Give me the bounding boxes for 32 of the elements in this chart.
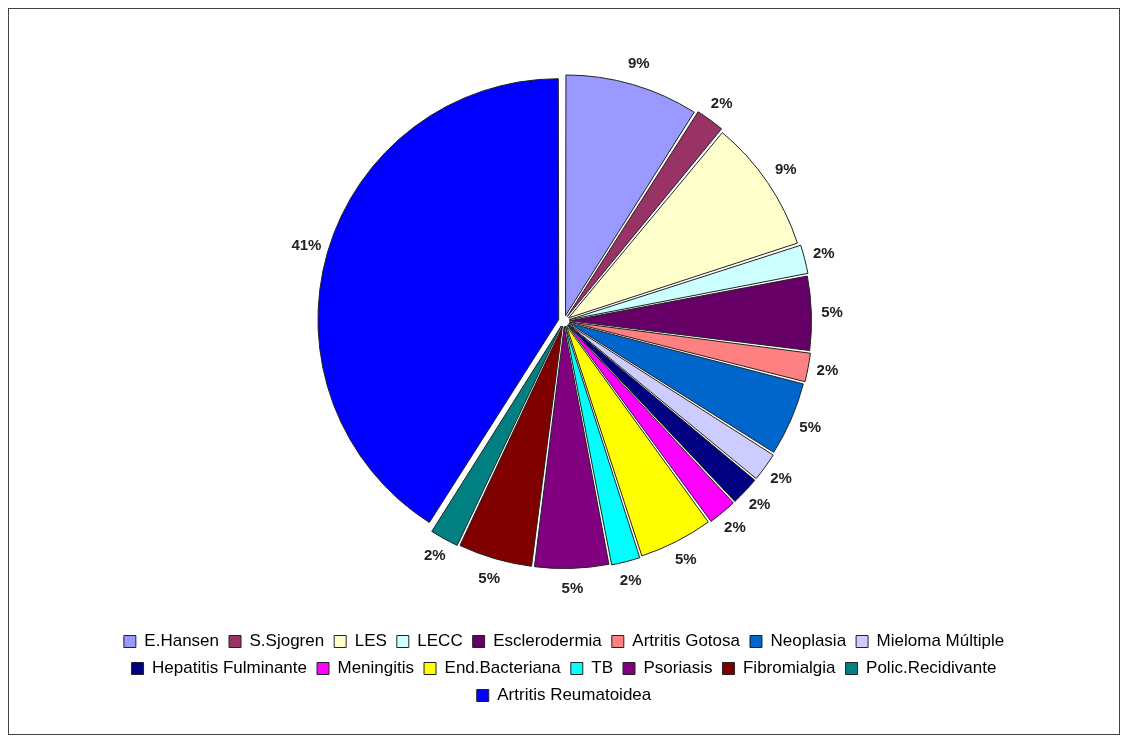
data-label: 5% xyxy=(674,550,697,568)
data-label: 2% xyxy=(748,494,771,512)
legend-label: E.Hansen xyxy=(144,631,220,651)
legend-label: Esclerodermia xyxy=(493,631,603,651)
legend-label: TB xyxy=(591,658,614,678)
data-label: 2% xyxy=(619,570,642,588)
data-label: 9% xyxy=(774,160,797,178)
data-label: 2% xyxy=(770,468,792,486)
legend-label: Artritis Gotosa xyxy=(632,631,741,651)
data-label: 9% xyxy=(627,53,650,71)
legend-label: Neoplasia xyxy=(770,631,847,651)
legend-label: LECC xyxy=(417,631,463,651)
legend-label: Meningitis xyxy=(337,658,415,678)
legend-label: Psoriasis xyxy=(643,658,713,678)
legend-label: Hepatitis Fulminante xyxy=(152,658,308,678)
legend-label: Polic.Recidivante xyxy=(866,658,997,678)
data-label: 5% xyxy=(799,417,821,435)
data-label: 5% xyxy=(821,302,843,320)
legend-label: Fibromialgia xyxy=(742,658,837,678)
legend-label: S.Sjogren xyxy=(249,631,325,651)
legend-label: Mieloma Múltiple xyxy=(876,631,1005,651)
data-label: 2% xyxy=(816,361,839,379)
data-label: 41% xyxy=(291,236,322,254)
data-label: 5% xyxy=(561,579,584,597)
data-label: 2% xyxy=(423,546,446,564)
data-label: 5% xyxy=(478,568,501,586)
legend-label: Artritis Reumatoidea xyxy=(497,685,652,705)
data-label: 2% xyxy=(710,94,733,112)
data-label: 2% xyxy=(812,244,835,262)
data-label: 2% xyxy=(724,517,746,535)
legend-label: End.Bacteriana xyxy=(444,658,562,678)
legend-label: LES xyxy=(354,631,387,651)
